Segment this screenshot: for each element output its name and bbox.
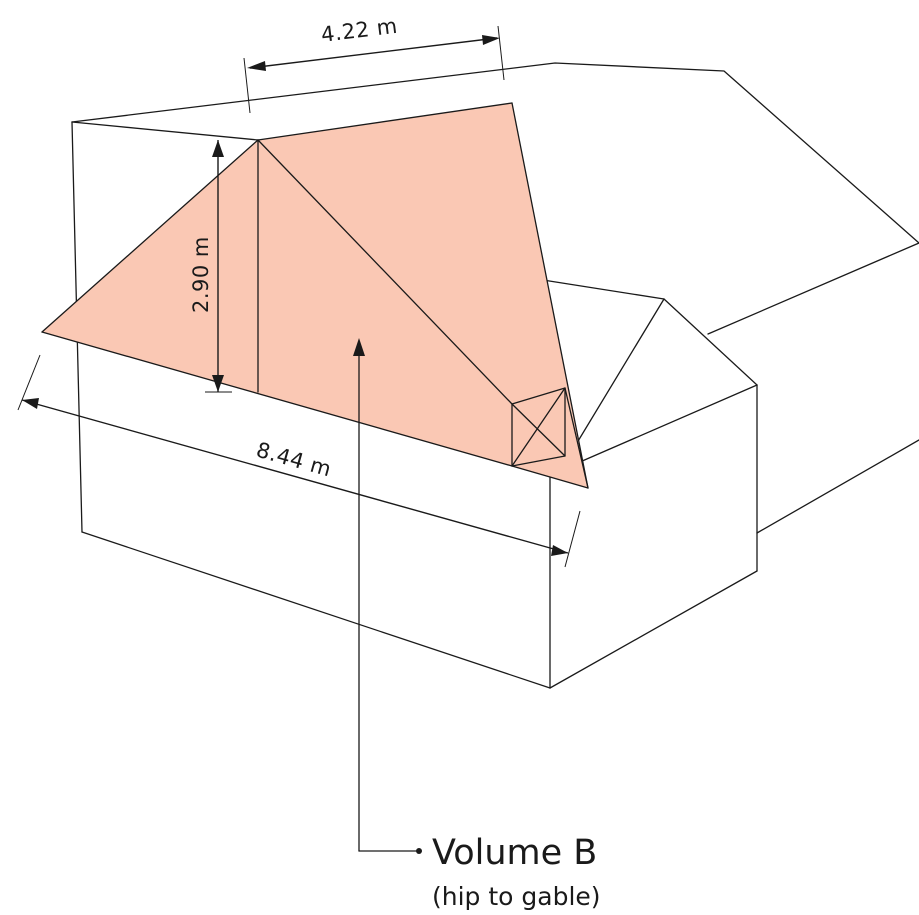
leader-dot	[416, 848, 422, 854]
volume-b-fill	[42, 103, 588, 488]
height-label: 2.90 m	[189, 236, 213, 313]
dimension-height: 2.90 m	[189, 140, 232, 393]
ridge-length-label: 4.22 m	[320, 14, 399, 47]
eaves-length-label: 8.44 m	[254, 438, 335, 482]
callout-title: Volume B	[432, 833, 597, 873]
rear-extension-outline	[542, 279, 758, 689]
dimension-ridge-length: 4.22 m	[243, 14, 505, 114]
volume-b-shape	[41, 102, 589, 489]
main-house-outline	[71, 62, 919, 689]
callout-leader	[353, 338, 422, 854]
callout-subtitle: (hip to gable)	[432, 882, 601, 911]
